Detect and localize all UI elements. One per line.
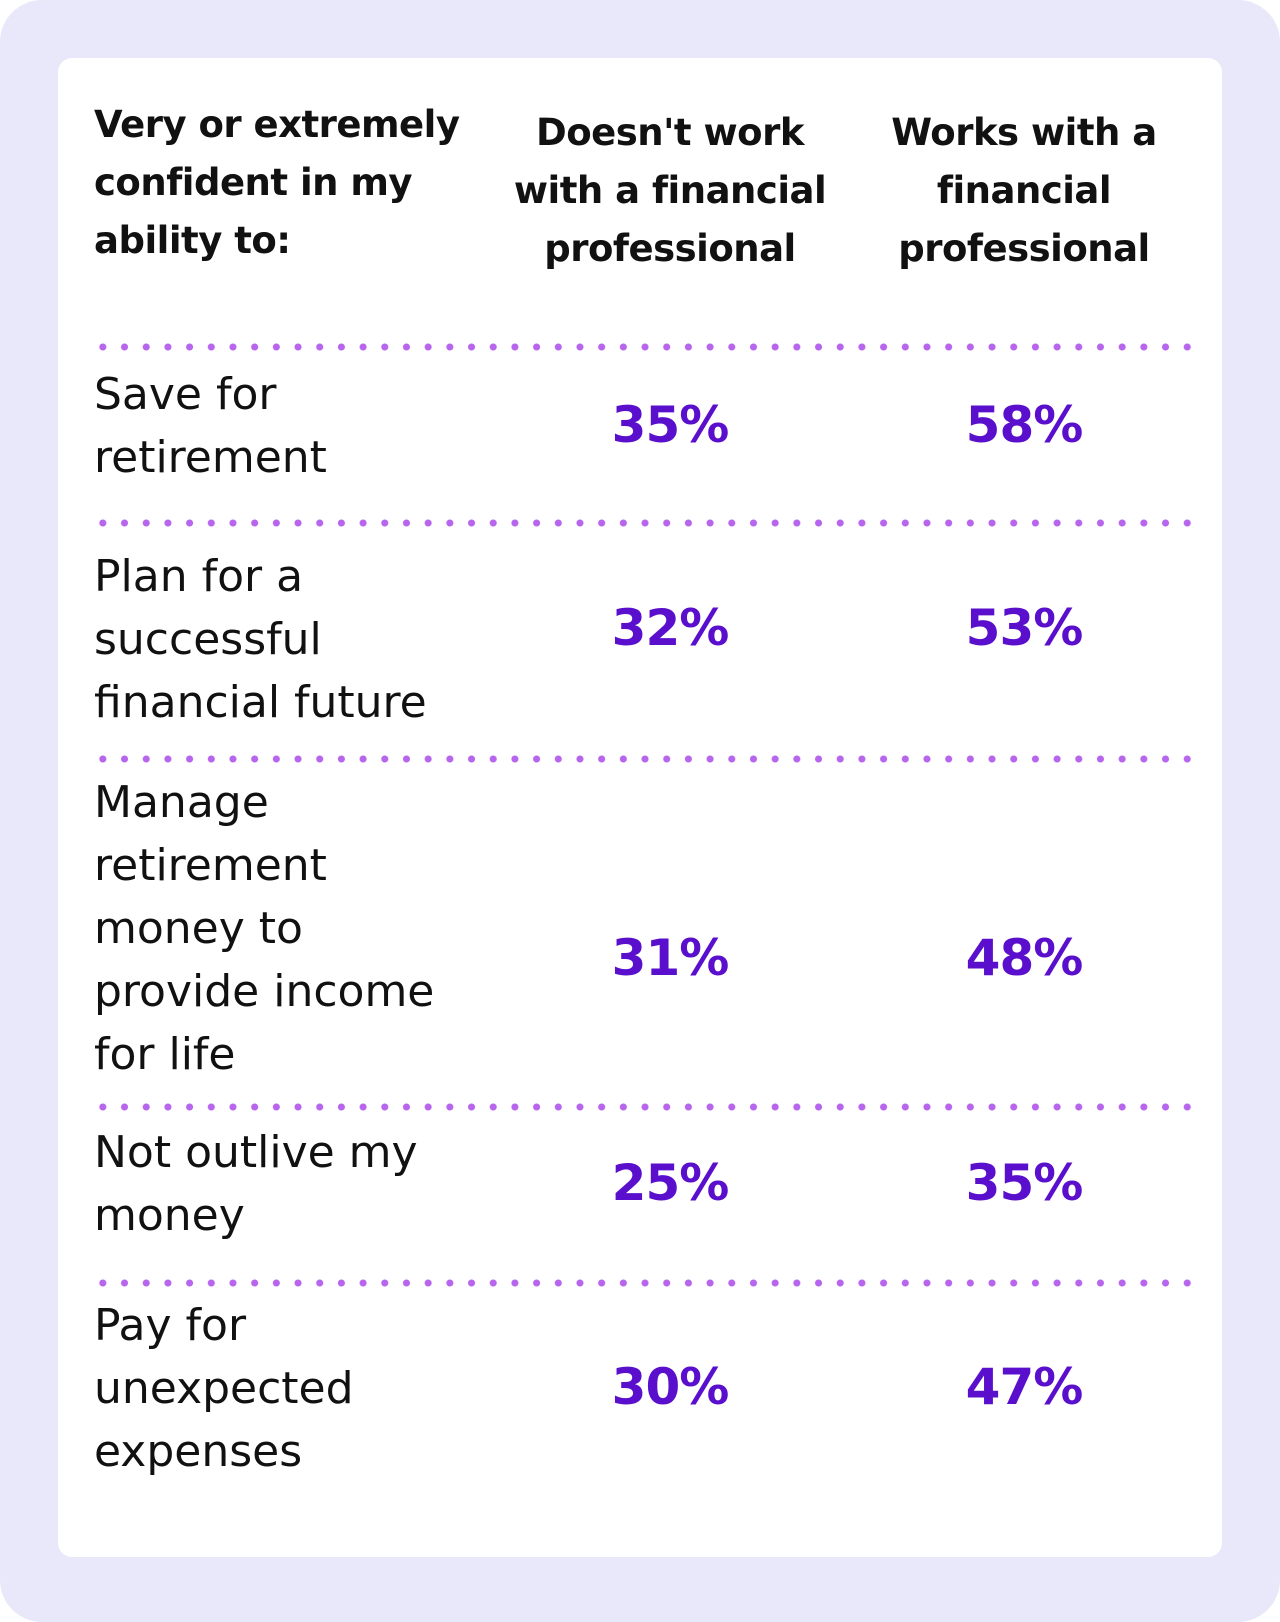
value-without-professional: 30% xyxy=(611,1358,730,1416)
column-header-with-professional: Works with a financial professional xyxy=(891,111,1157,270)
value-with-professional: 48% xyxy=(965,929,1084,987)
value-with-professional: 47% xyxy=(965,1358,1084,1416)
dotted-divider xyxy=(92,1103,1192,1111)
row-label: Plan for a successful financial future xyxy=(94,551,427,728)
column-header-without-professional: Doesn't work with a financial profession… xyxy=(513,111,827,270)
dotted-divider xyxy=(92,755,1192,763)
comparison-table: Very or extremely confident in my abilit… xyxy=(58,58,1222,1557)
dotted-divider xyxy=(92,343,1192,351)
value-with-professional: 53% xyxy=(965,599,1084,657)
value-without-professional: 31% xyxy=(611,929,730,987)
value-without-professional: 32% xyxy=(611,599,730,657)
row-label: Save for retirement xyxy=(94,369,327,483)
value-without-professional: 25% xyxy=(611,1154,730,1212)
row-header-label: Very or extremely confident in my abilit… xyxy=(94,103,460,262)
dotted-divider xyxy=(92,519,1192,527)
value-with-professional: 58% xyxy=(965,396,1084,454)
row-label: Not outlive my money xyxy=(94,1127,418,1241)
row-label: Pay for unexpected expenses xyxy=(94,1300,354,1477)
value-with-professional: 35% xyxy=(965,1154,1084,1212)
dotted-divider xyxy=(92,1279,1192,1287)
row-label: Manage retirement money to provide incom… xyxy=(94,777,435,1080)
value-without-professional: 35% xyxy=(611,396,730,454)
